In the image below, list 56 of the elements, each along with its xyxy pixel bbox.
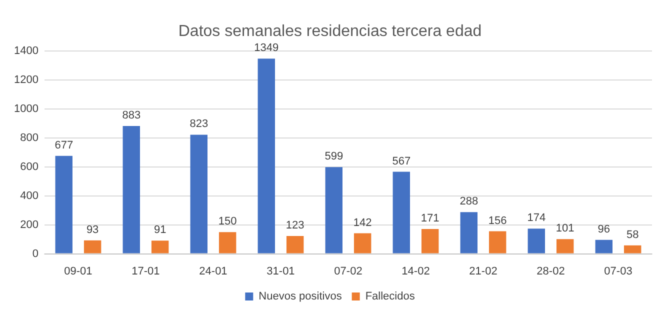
x-tick-label: 28-02 xyxy=(536,265,565,278)
bar xyxy=(392,172,410,254)
data-label: 156 xyxy=(488,214,507,227)
y-tick-label: 400 xyxy=(20,190,38,202)
x-tick-label: 14-02 xyxy=(402,265,430,278)
x-tick-label: 21-02 xyxy=(469,265,498,278)
x-tick-label: 24-01 xyxy=(199,265,228,278)
x-tick-label: 07-02 xyxy=(334,265,362,278)
data-label: 123 xyxy=(286,220,304,232)
data-label: 599 xyxy=(324,150,344,163)
x-tick-label: 09-01 xyxy=(64,265,92,278)
data-label: 101 xyxy=(556,222,574,235)
data-label: 823 xyxy=(190,118,208,130)
legend-label: Fallecidos xyxy=(365,290,416,303)
y-tick-label: 1000 xyxy=(14,103,38,116)
data-label: 58 xyxy=(626,228,639,241)
data-label: 883 xyxy=(122,110,141,122)
bar xyxy=(528,228,546,254)
bar xyxy=(218,232,236,254)
x-tick-label: 17-01 xyxy=(132,265,160,278)
data-label: 567 xyxy=(392,155,411,168)
bar xyxy=(354,233,372,254)
data-label: 150 xyxy=(218,216,237,228)
legend-label: Nuevos positivos xyxy=(258,290,342,303)
bar xyxy=(595,240,613,254)
bar xyxy=(122,126,140,254)
bar xyxy=(624,245,642,254)
bar xyxy=(55,156,72,254)
bar xyxy=(460,212,478,254)
data-label: 93 xyxy=(86,224,99,236)
data-label: 677 xyxy=(54,139,74,152)
x-tick-label: 07-03 xyxy=(604,265,632,278)
x-tick-label: 31-01 xyxy=(266,265,295,278)
data-label: 142 xyxy=(353,216,372,229)
bar xyxy=(556,239,574,254)
bar xyxy=(488,231,506,254)
bar xyxy=(258,58,275,254)
bar xyxy=(286,236,304,254)
bar xyxy=(190,134,208,254)
bar xyxy=(84,240,102,254)
y-tick-label: 1200 xyxy=(14,74,38,86)
y-tick-label: 600 xyxy=(20,161,38,174)
bar xyxy=(325,167,342,254)
data-label: 1349 xyxy=(254,42,279,54)
y-tick-label: 800 xyxy=(20,132,38,144)
data-label: 91 xyxy=(154,224,166,236)
data-label: 96 xyxy=(598,223,610,236)
data-label: 174 xyxy=(527,212,546,224)
data-label: 171 xyxy=(420,212,440,225)
bar xyxy=(151,240,169,254)
chart-title: Datos semanales residencias tercera edad xyxy=(178,23,482,40)
bar xyxy=(421,229,439,254)
y-tick-label: 200 xyxy=(20,218,38,231)
y-tick-label: 0 xyxy=(32,248,38,260)
y-tick-label: 1400 xyxy=(14,45,38,58)
data-label: 288 xyxy=(460,196,478,208)
